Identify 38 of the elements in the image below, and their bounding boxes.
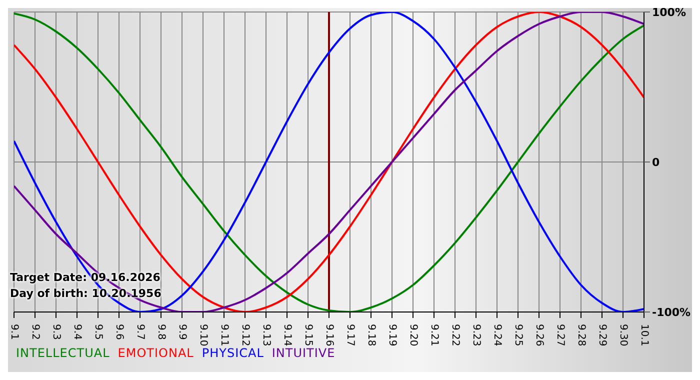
x-tick-label: 9.28 — [576, 324, 586, 346]
x-tick-label: 9.20 — [408, 324, 418, 346]
x-tick-label: 9.1 — [8, 324, 20, 340]
x-tick-label: 9.13 — [260, 324, 272, 346]
text: INTUITIVE — [272, 346, 336, 360]
x-tick-label: 9.12 — [240, 324, 250, 346]
x-tick-label: 9.22 — [450, 324, 460, 346]
y-tick-label: -100% — [652, 306, 691, 319]
x-tick-label: 10.1 — [638, 324, 650, 346]
x-tick-label: 9.9 — [176, 324, 188, 340]
x-tick-label: 9.21 — [428, 324, 440, 346]
text: INTELLECTUAL — [16, 346, 110, 360]
x-tick-label: 9.26 — [534, 324, 544, 346]
x-tick-label: 9.25 — [512, 324, 524, 346]
x-tick-label: 9.3 — [50, 324, 62, 340]
x-tick-label: 9.6 — [114, 324, 124, 340]
text: EMOTIONAL — [118, 346, 194, 360]
x-tick-label: 9.24 — [492, 324, 502, 346]
x-tick-label: 9.15 — [302, 324, 314, 346]
text: PHYSICAL — [202, 346, 264, 360]
x-tick-label: 9.18 — [366, 324, 376, 346]
x-tick-label: 9.30 — [618, 324, 628, 346]
x-tick-label: 9.2 — [30, 324, 40, 340]
x-tick-label: 9.17 — [344, 324, 356, 346]
y-tick-label: 100% — [652, 6, 686, 19]
x-tick-label: 9.27 — [554, 324, 566, 346]
x-tick-label: 9.14 — [282, 324, 292, 346]
x-tick-label: 9.23 — [470, 324, 482, 346]
x-tick-label: 9.4 — [72, 324, 82, 340]
x-tick-label: 9.29 — [596, 324, 608, 346]
x-tick-label: 9.16 — [324, 324, 334, 346]
x-tick-label: 9.10 — [198, 324, 208, 346]
x-tick-label: 9.5 — [92, 324, 104, 340]
x-tick-label: 9.11 — [218, 324, 230, 346]
x-tick-label: 9.8 — [156, 324, 166, 340]
x-tick-label: 9.7 — [134, 324, 146, 340]
x-tick-label: 9.19 — [386, 324, 398, 346]
y-tick-label: 0 — [652, 156, 660, 169]
